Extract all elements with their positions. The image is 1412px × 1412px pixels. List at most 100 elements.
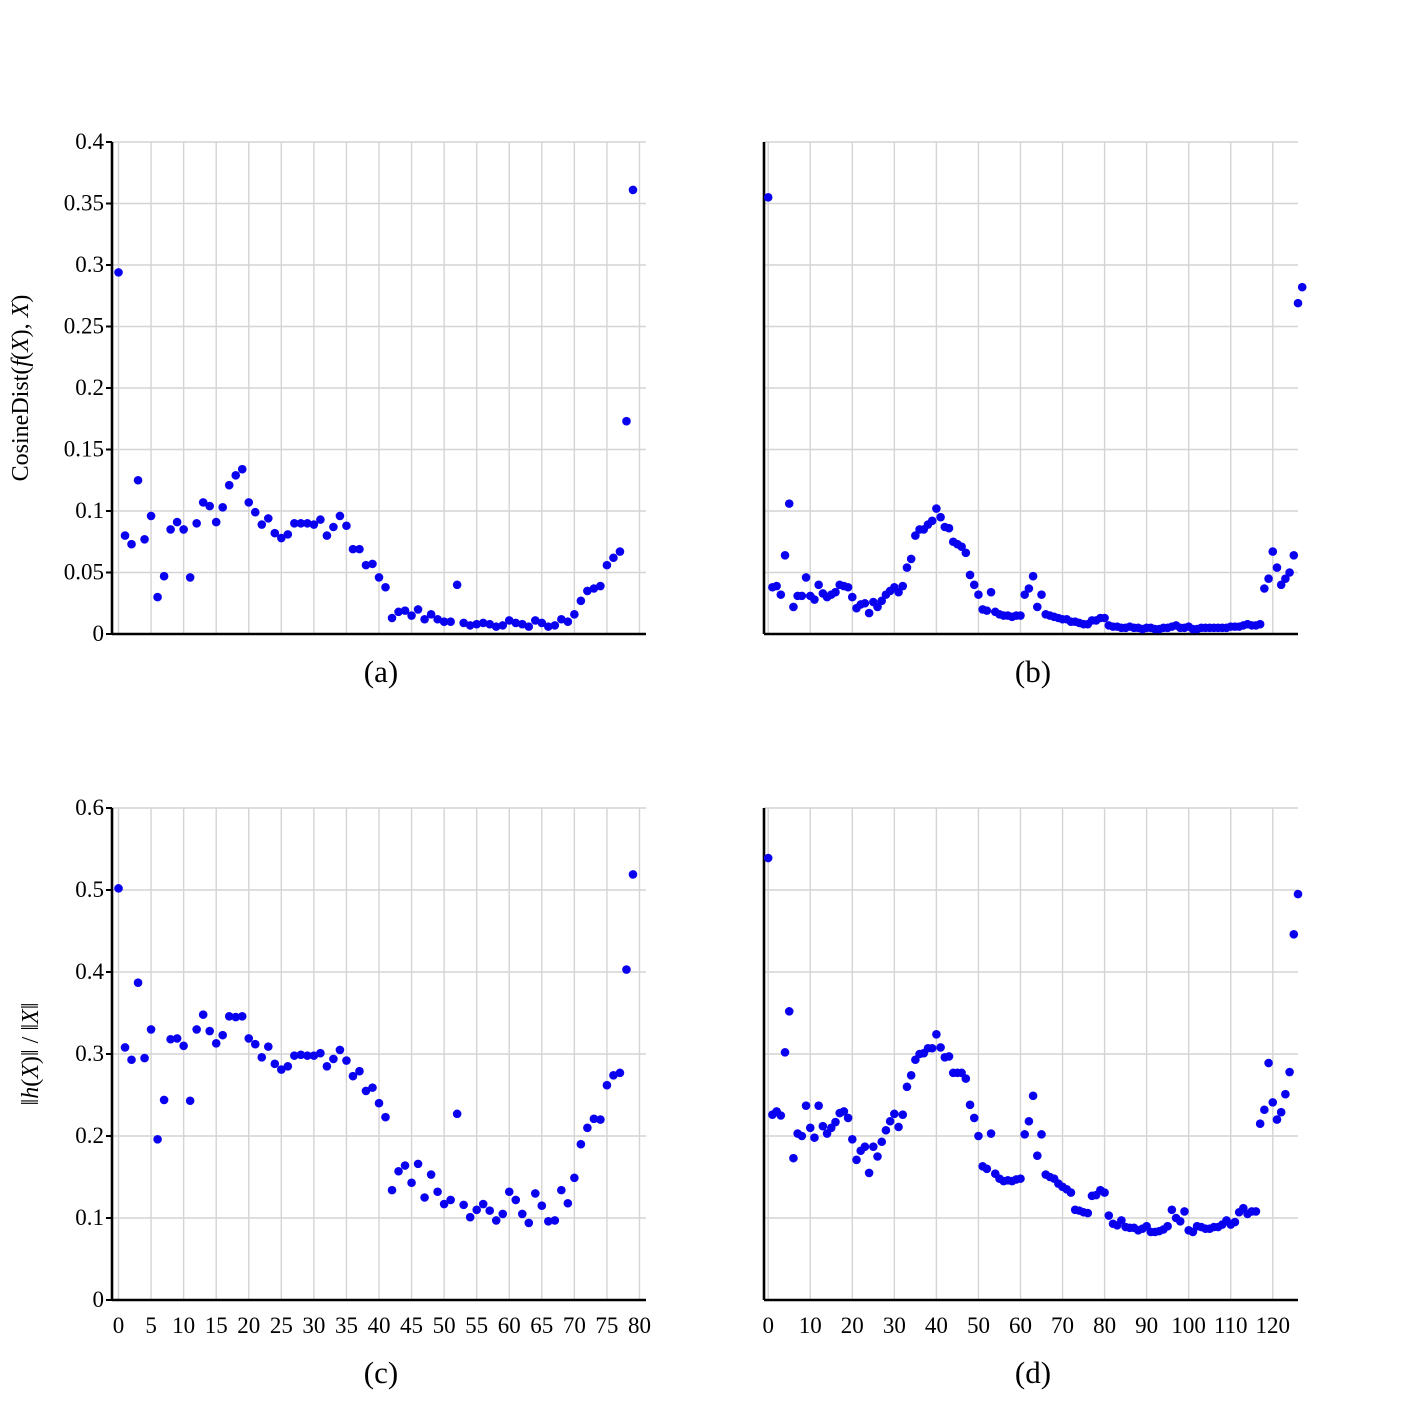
x-tick-label: 110: [1214, 1313, 1248, 1338]
data-point: [1264, 1058, 1273, 1068]
data-point: [1104, 1211, 1114, 1220]
x-tick-label: 20: [841, 1313, 864, 1338]
data-point: [374, 573, 384, 582]
y-tick-label: 0.4: [75, 959, 104, 984]
data-point: [400, 1161, 410, 1170]
data-point: [517, 1209, 527, 1219]
data-point: [446, 617, 455, 626]
x-tick-label: 15: [205, 1313, 228, 1338]
data-point: [932, 1030, 941, 1039]
data-point: [1272, 563, 1282, 572]
data-point: [570, 1173, 579, 1183]
data-point: [329, 522, 338, 532]
data-point: [550, 1216, 560, 1225]
x-tick-label: 45: [400, 1313, 423, 1338]
data-point: [140, 1053, 149, 1063]
data-point: [1037, 590, 1046, 599]
data-point: [420, 614, 429, 624]
data-point: [263, 1042, 273, 1051]
data-point: [218, 503, 228, 512]
data-point: [557, 1185, 566, 1195]
data-point: [1175, 1216, 1185, 1226]
x-tick-label: 35: [335, 1313, 358, 1338]
data-point: [1268, 547, 1278, 556]
x-tick-label: 0: [762, 1313, 774, 1338]
data-point: [609, 1071, 618, 1080]
data-point: [583, 1123, 592, 1133]
y-tick-label: 0.25: [64, 314, 104, 339]
y-tick-label: 0.05: [64, 560, 104, 585]
data-point: [153, 592, 162, 602]
panel-caption: (b): [1015, 654, 1051, 689]
data-point: [1281, 1089, 1290, 1099]
data-point: [420, 1193, 429, 1202]
data-point: [439, 1199, 449, 1209]
data-point: [944, 1052, 954, 1061]
y-tick-label: 0.5: [75, 877, 104, 902]
data-point: [615, 547, 625, 556]
data-point: [622, 965, 631, 974]
data-point: [776, 1111, 786, 1120]
data-point: [244, 1034, 254, 1043]
data-point: [890, 1109, 899, 1119]
data-point: [869, 1142, 878, 1151]
data-point: [957, 542, 966, 551]
data-point: [452, 580, 462, 590]
panel-d: 0 10 20 30 40 50 60 70 80 90 100 110 120 (d): [762, 807, 1303, 1390]
data-point: [504, 616, 514, 625]
data-point: [237, 1011, 247, 1021]
data-point: [1100, 613, 1109, 623]
data-point: [596, 581, 605, 591]
data-point: [270, 1059, 280, 1069]
data-point: [413, 605, 423, 614]
data-point: [1024, 1116, 1034, 1126]
x-tick-label: 30: [883, 1313, 906, 1338]
data-point: [965, 1100, 975, 1110]
data-point: [394, 607, 403, 617]
data-point: [446, 1195, 455, 1205]
data-point: [776, 590, 786, 599]
data-point: [622, 416, 631, 426]
y-tick-label: 0.3: [75, 1041, 104, 1066]
data-point: [439, 617, 449, 626]
data-point: [322, 1062, 332, 1071]
data-point: [524, 1218, 534, 1228]
data-point: [864, 608, 874, 618]
data-point: [982, 1164, 992, 1174]
data-point: [944, 523, 954, 533]
data-point: [1260, 584, 1269, 593]
data-point: [498, 621, 508, 630]
data-point: [237, 464, 247, 474]
x-tick-label: 75: [595, 1313, 618, 1338]
data-point: [283, 1062, 293, 1071]
data-point: [257, 520, 267, 529]
data-point: [198, 1010, 208, 1019]
data-point: [974, 1131, 983, 1141]
data-point: [159, 1095, 169, 1105]
data-point: [1264, 574, 1273, 583]
data-point: [407, 1178, 416, 1188]
data-point: [969, 580, 979, 590]
data-point: [452, 1109, 462, 1119]
data-point: [127, 1055, 136, 1065]
data-point: [932, 504, 941, 513]
data-point: [172, 1034, 182, 1043]
data-point: [270, 528, 280, 538]
data-point: [602, 560, 612, 570]
data-point: [335, 1045, 345, 1055]
data-point: [1276, 1107, 1286, 1117]
data-point: [847, 1134, 857, 1144]
x-tick-label: 80: [1093, 1313, 1116, 1338]
data-point: [355, 544, 364, 554]
data-point: [589, 584, 599, 593]
data-point: [192, 1025, 201, 1034]
data-point: [277, 1065, 286, 1074]
data-point: [426, 610, 436, 619]
data-point: [1100, 1188, 1109, 1197]
data-point: [1289, 929, 1299, 939]
data-point: [133, 475, 143, 485]
data-point: [784, 1007, 794, 1016]
data-point: [881, 1125, 891, 1135]
data-point: [257, 1052, 267, 1062]
